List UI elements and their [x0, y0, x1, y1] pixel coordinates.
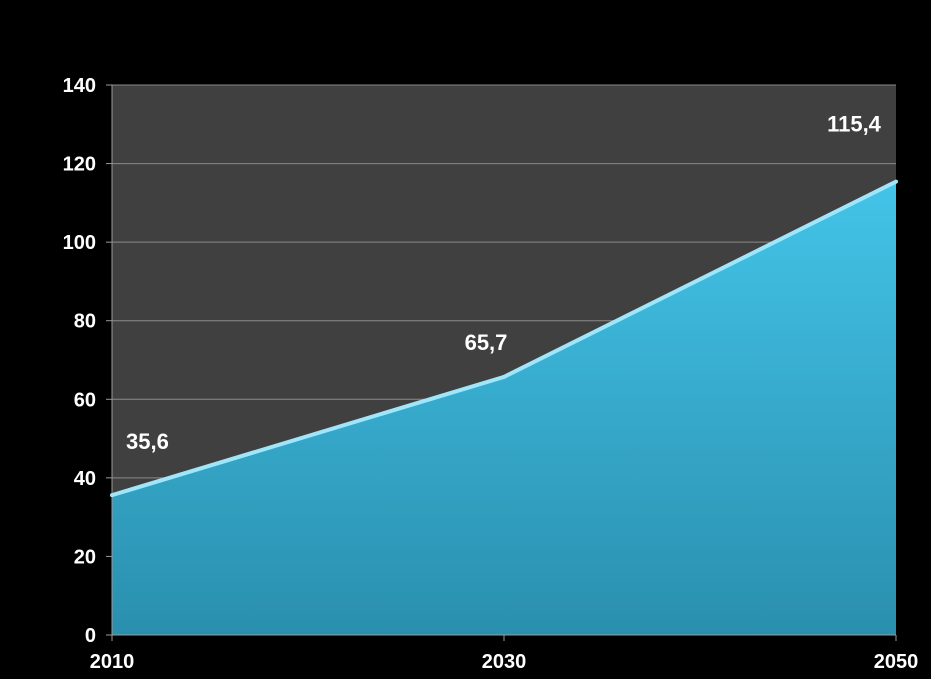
- x-tick-label: 2010: [90, 651, 135, 673]
- y-tick-label: 20: [74, 546, 96, 568]
- x-tick-label: 2050: [874, 651, 919, 673]
- y-tick-label: 80: [74, 311, 96, 333]
- y-tick-label: 60: [74, 389, 96, 411]
- data-label: 35,6: [126, 429, 169, 454]
- area-series: [112, 181, 896, 635]
- data-label: 65,7: [465, 330, 508, 355]
- data-point: [110, 493, 114, 498]
- y-tick-label: 40: [74, 468, 96, 490]
- x-axis: 2010 2030 2050: [90, 634, 919, 673]
- data-point: [894, 179, 898, 184]
- y-tick-label: 100: [63, 232, 96, 254]
- data-point: [502, 374, 506, 379]
- y-tick-label: 140: [63, 75, 96, 97]
- y-tick-label: 120: [63, 154, 96, 176]
- x-tick-label: 2030: [482, 651, 527, 673]
- data-label: 115,4: [827, 112, 882, 137]
- y-tick-label: 0: [85, 625, 96, 647]
- data-labels: 35,6 65,7 115,4: [110, 112, 898, 498]
- y-axis: 0 20 40 60 80 100 120 140: [63, 75, 113, 647]
